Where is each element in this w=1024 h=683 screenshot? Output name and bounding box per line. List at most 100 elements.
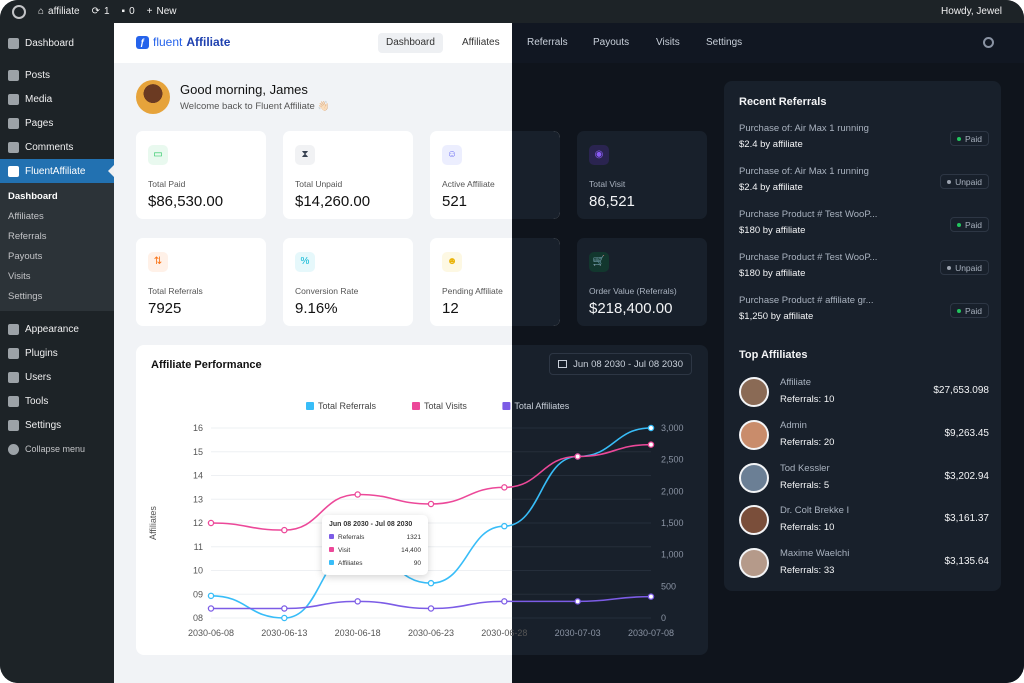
wallet-icon: ▭ (148, 145, 168, 165)
stat-card-conversion-rate[interactable]: % Conversion Rate 9.16% (283, 238, 413, 326)
brand-logo[interactable]: ƒ fluent Affiliate (136, 35, 230, 49)
cart-icon: 🛒 (589, 252, 609, 272)
updates-count: 1 (103, 6, 110, 17)
sidebar-item-fluentaffiliate[interactable]: FluentAffiliate (0, 159, 114, 183)
user-icon (8, 371, 19, 383)
y-tick-label-right: 3,000 (661, 423, 684, 433)
submenu-affiliates[interactable]: Affiliates (8, 211, 44, 222)
affiliate-item[interactable]: Maxime Waelchi Referrals: 33 $3,135.64 (739, 546, 989, 582)
referral-item[interactable]: Purchase of: Air Max 1 running $2.4 by a… (739, 166, 989, 206)
site-name-link[interactable]: ⌂ affiliate (38, 6, 80, 17)
tab-affiliates[interactable]: Affiliates (462, 37, 500, 48)
data-point (354, 491, 361, 498)
tab-visits[interactable]: Visits (656, 37, 680, 48)
comments-count: 0 (129, 6, 135, 17)
sidebar-item-dashboard[interactable]: Dashboard (0, 31, 114, 55)
x-tick-label: 2030-06-28 (481, 628, 527, 638)
x-tick-label: 2030-07-08 (628, 628, 674, 638)
y-tick-label-right: 2,500 (661, 455, 684, 465)
submenu-referrals[interactable]: Referrals (8, 231, 47, 242)
tab-settings[interactable]: Settings (706, 37, 743, 48)
comment-icon (8, 141, 19, 153)
affiliate-item[interactable]: Affiliate Referrals: 10 $27,653.098 (739, 375, 989, 411)
y-tick-label-right: 500 (661, 581, 676, 591)
data-point (207, 605, 215, 612)
sidebar-item-media[interactable]: Media (0, 87, 114, 111)
collapse-menu-button[interactable]: Collapse menu (0, 437, 114, 461)
affiliate-item[interactable]: Admin Referrals: 20 $9,263.45 (739, 418, 989, 454)
affiliate-item[interactable]: Dr. Colt Brekke I Referrals: 10 $3,161.3… (739, 503, 989, 539)
data-point (427, 605, 435, 612)
referral-item[interactable]: Purchase Product # Test WooP... $180 by … (739, 252, 989, 292)
sidebar-item-settings[interactable]: Settings (0, 413, 114, 437)
data-point (354, 598, 361, 605)
stat-card-total-unpaid[interactable]: ⧗ Total Unpaid $14,260.00 (283, 131, 413, 219)
status-badge: Unpaid (940, 174, 989, 189)
gear-icon[interactable] (983, 37, 994, 48)
stat-card-total-paid[interactable]: ▭ Total Paid $86,530.00 (136, 131, 266, 219)
y-tick-label-left: 13 (193, 494, 203, 504)
y-tick-label-right: 2,000 (661, 486, 684, 496)
sidebar-item-appearance[interactable]: Appearance (0, 317, 114, 341)
sidebar-item-comments[interactable]: Comments (0, 135, 114, 159)
x-tick-label: 2030-06-18 (335, 628, 381, 638)
avatar[interactable] (136, 80, 170, 114)
status-badge: Unpaid (940, 260, 989, 275)
sidebar-item-users[interactable]: Users (0, 365, 114, 389)
series-line (210, 443, 652, 531)
data-point (574, 453, 581, 460)
wordpress-icon (12, 4, 26, 19)
affiliate-item[interactable]: Tod Kessler Referrals: 5 $3,202.94 (739, 461, 989, 497)
greeting-subtitle: Welcome back to Fluent Affiliate 👋🏻 (180, 101, 330, 112)
tab-payouts[interactable]: Payouts (593, 37, 630, 48)
referral-icon: ⇅ (148, 252, 168, 272)
stat-card-total-visit[interactable]: ◉ Total Visit 86,521 (577, 131, 707, 219)
sidebar-item-tools[interactable]: Tools (0, 389, 114, 413)
performance-chart: 08 09 10 11 12 13 14 15 16 0 500 1,000 1,500 2,000 2,5… (148, 401, 684, 638)
stat-card-order-value[interactable]: 🛒 Order Value (Referrals) $218,400.00 (577, 238, 707, 326)
y-tick-label-left: 14 (193, 471, 203, 481)
referral-item[interactable]: Purchase Product # Test WooP... $180 by … (739, 209, 989, 249)
tooltip-title: Jun 08 2030 - Jul 08 2030 (329, 521, 413, 528)
sidebar-item-posts[interactable]: Posts (0, 63, 114, 87)
data-point (281, 526, 288, 534)
submenu-visits[interactable]: Visits (8, 271, 31, 282)
legend-swatch (306, 402, 314, 410)
x-tick-label: 2030-06-08 (188, 628, 234, 638)
data-point (207, 592, 215, 600)
updates-link[interactable]: ⟳ 1 (92, 6, 110, 17)
tab-referrals[interactable]: Referrals (527, 37, 568, 48)
submenu-settings[interactable]: Settings (8, 291, 43, 302)
percent-icon: % (295, 252, 315, 272)
y-tick-label-right: 1,000 (661, 550, 684, 560)
fluentaffiliate-submenu: Dashboard Affiliates Referrals Payouts V… (0, 183, 114, 311)
main-content: ƒ fluent Affiliate Dashboard Affiliates R… (114, 23, 1024, 683)
referral-item[interactable]: Purchase of: Air Max 1 running $2.4 by a… (739, 123, 989, 163)
data-point (647, 424, 655, 432)
stat-card-total-referrals[interactable]: ⇅ Total Referrals 7925 (136, 238, 266, 326)
submenu-dashboard[interactable]: Dashboard (8, 191, 58, 202)
y-axis-label: Affiliates (148, 506, 158, 540)
comments-link[interactable]: ▪ 0 (122, 6, 135, 17)
sidebar-item-plugins[interactable]: Plugins (0, 341, 114, 365)
date-range-picker[interactable]: Jun 08 2030 - Jul 08 2030 (549, 353, 692, 375)
y-tick-label-left: 09 (193, 589, 203, 599)
admin-bar: ⌂ affiliate ⟳ 1 ▪ 0 + New Howdy, Jewel (0, 0, 1024, 23)
calendar-icon (558, 360, 568, 368)
submenu-payouts[interactable]: Payouts (8, 251, 43, 262)
referral-item[interactable]: Purchase Product # affiliate gr... $1,25… (739, 295, 989, 335)
data-point (647, 441, 655, 448)
y-tick-label-left: 11 (194, 542, 203, 552)
data-point (647, 593, 655, 600)
new-content-link[interactable]: + New (147, 6, 177, 17)
admin-sidebar: Dashboard Posts Media Pages Comments Flu… (0, 23, 114, 683)
howdy-user[interactable]: Howdy, Jewel (941, 6, 1002, 17)
tab-dashboard[interactable]: Dashboard (378, 33, 443, 53)
data-point (501, 484, 508, 491)
collapse-icon (8, 443, 19, 455)
greeting-title: Good morning, James (180, 82, 308, 97)
right-panel: Recent Referrals Purchase of: Air Max 1 … (724, 81, 1001, 591)
sidebar-item-pages[interactable]: Pages (0, 111, 114, 135)
users-icon: ☺ (442, 145, 462, 165)
wp-logo-button[interactable] (12, 4, 26, 19)
